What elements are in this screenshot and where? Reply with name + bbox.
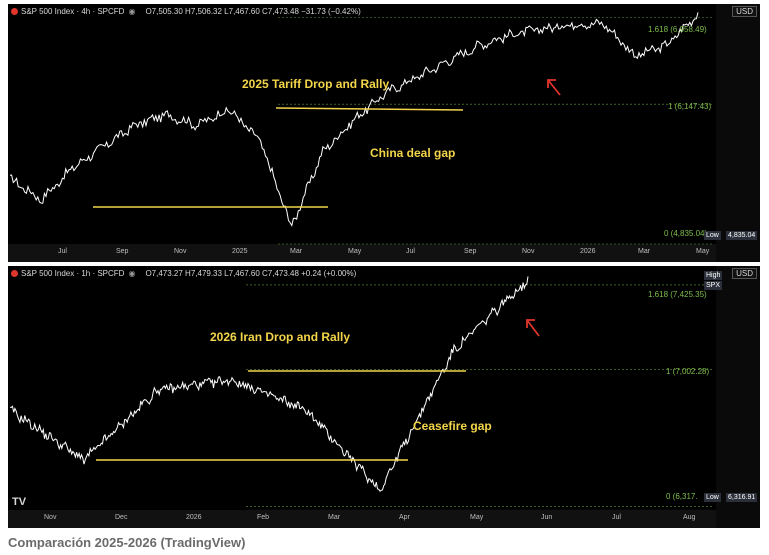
low-tag-value: 4,835.04 [726,231,758,240]
annotation-line [275,107,464,111]
chart-header: S&P 500 Index · 1h · SPCFD ◉ O7,473.27 H7,… [11,269,356,278]
red-arrow [547,79,561,96]
x-tick-label: Mar [638,248,651,255]
x-tick-label: Dec [115,514,128,521]
ohlc-readout: O7,473.27 H7,479.33 L7,467.60 C7,473.48 … [145,269,357,278]
chart-panel-1h[interactable]: NovDec2026FebMarAprMayJunJulAug7,400.007… [8,266,760,528]
price-series [9,12,699,227]
x-tick-label: Jul [612,514,621,521]
x-tick-label: Apr [399,514,411,521]
chart-title: S&P 500 Index · 1h · SPCFD [21,269,125,278]
low-tag-value: 6,316.91 [726,493,758,502]
x-tick-label: Nov [522,248,535,255]
figure-caption: Comparación 2025-2026 (TradingView) [8,535,246,550]
x-tick-label: May [348,248,362,255]
x-tick-label: Aug [683,514,696,521]
x-tick-label: Mar [290,248,303,255]
low-tag-label: Low [704,231,721,240]
tradingview-logo: TV [12,496,27,508]
x-tick-label: 2025 [232,248,248,255]
annotation-china-gap: China deal gap [370,146,456,160]
high-tag-label: High [704,271,723,280]
low-tag-label: Low [704,493,721,502]
fib-label-1: 1 (7,002.28) [666,367,710,376]
x-tick-label: Sep [464,248,477,255]
x-tick-label: Sep [116,248,129,255]
x-tick-label: Jun [541,514,552,521]
x-tick-label: May [696,248,710,255]
x-tick-label: Jul [406,248,415,255]
time-axis [8,510,760,528]
eye-icon[interactable]: ◉ [128,269,136,278]
x-tick-label: May [470,514,484,521]
x-tick-label: Jul [58,248,67,255]
x-tick-label: Nov [44,514,57,521]
annotation-ceasefire-gap: Ceasefire gap [413,419,492,433]
red-arrow [526,319,540,337]
x-tick-label: Nov [174,248,187,255]
x-tick-label: Feb [257,514,269,521]
symbol-icon [11,270,18,277]
ohlc-readout: O7,505.30 H7,506.32 L7,467.60 C7,473.48 … [145,7,361,16]
symbol-icon [11,8,18,15]
currency-selector[interactable]: USD [732,6,757,17]
price-series [9,276,529,492]
annotation-tariff: 2025 Tariff Drop and Rally [242,77,390,91]
x-tick-label: 2026 [580,248,596,255]
x-tick-label: Mar [328,514,341,521]
chart-title: S&P 500 Index · 4h · SPCFD [21,7,125,16]
x-tick-label: 2026 [186,514,202,521]
price-axis[interactable] [716,266,760,528]
fib-label-0: 0 (6,317. [666,492,698,501]
red-arrow-head [526,319,535,328]
high-tag-sub: SPX [704,281,723,290]
chart-panel-4h[interactable]: JulSepNov2025MarMayJulSepNov2026MarMay7,… [8,4,760,262]
red-arrow-head [547,79,556,88]
time-axis [8,244,760,262]
currency-selector[interactable]: USD [732,268,757,279]
price-chart-1h: NovDec2026FebMarAprMayJunJulAug7,400.007… [8,276,760,528]
fib-label-1618: 1.618 (7,425.35) [648,290,707,299]
fib-label-1: 1 (6,147.43) [668,102,712,111]
eye-icon[interactable]: ◉ [128,7,136,16]
chart-header: S&P 500 Index · 4h · SPCFD ◉ O7,505.30 H7,… [11,7,361,16]
annotation-iran: 2026 Iran Drop and Rally [210,330,351,344]
fib-label-0: 0 (4,835.04) [664,229,708,238]
price-chart-4h: JulSepNov2025MarMayJulSepNov2026MarMay7,… [8,12,760,262]
fib-label-1618: 1.618 (6,958.49) [648,25,707,34]
price-axis[interactable] [716,4,760,262]
